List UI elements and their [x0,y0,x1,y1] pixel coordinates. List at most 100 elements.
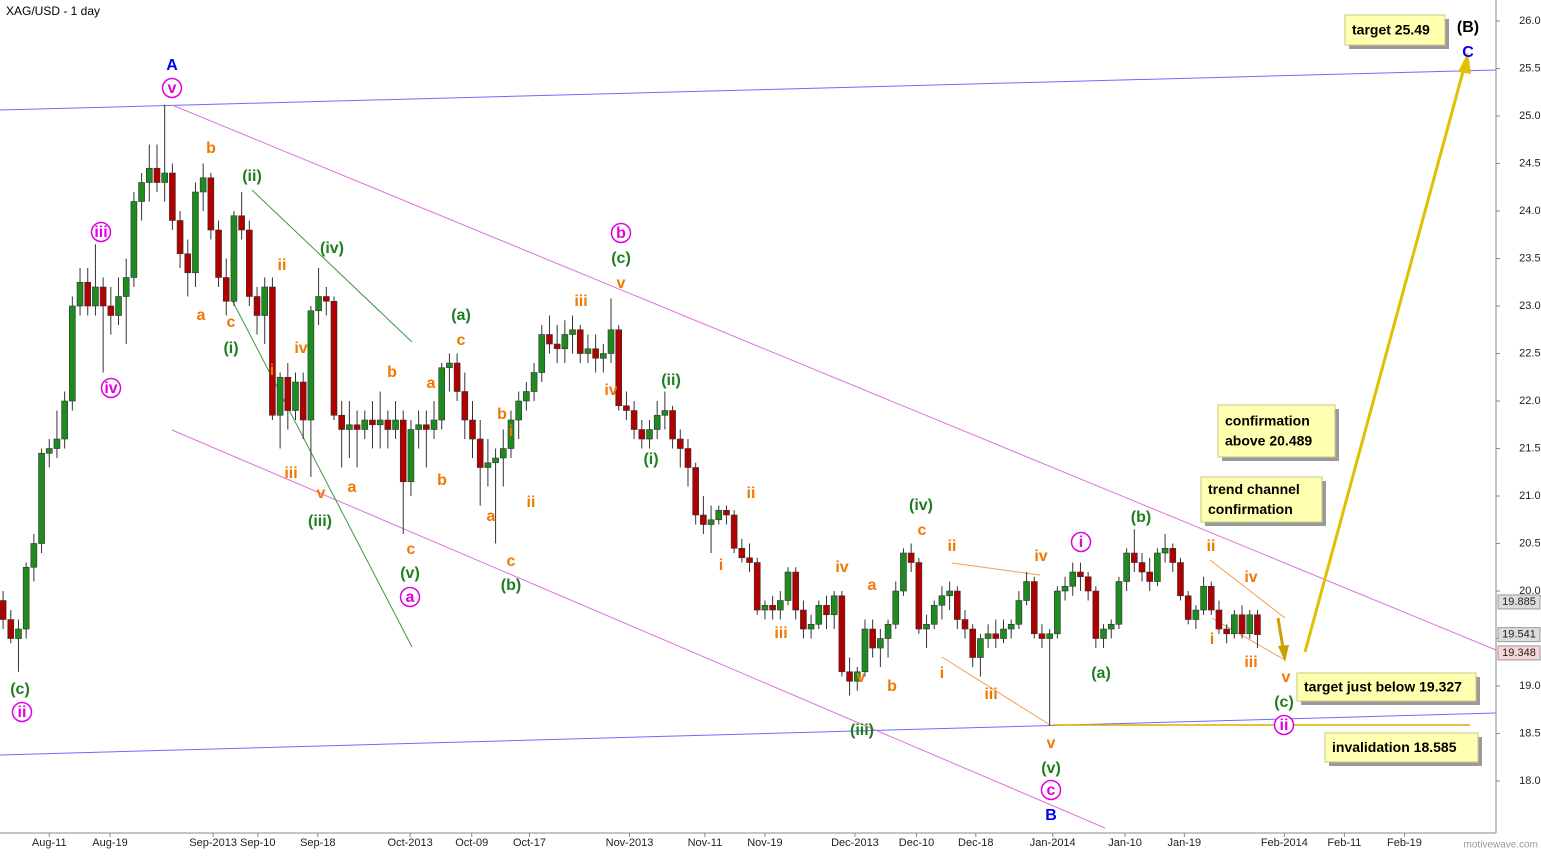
candle-body [1061,585,1069,592]
note-text: above 20.489 [1225,433,1312,449]
candle-body [499,448,507,459]
wave-circle [1040,779,1062,801]
y-tick-label: 23.000 [1519,300,1541,312]
candle-body [438,367,446,421]
candle-body [1169,547,1177,563]
candle-body [753,562,761,611]
candle-body [869,628,876,649]
wave-label: ii [278,257,287,274]
candle-body [653,414,661,430]
trend-line [941,656,1051,726]
candle-body [1200,585,1207,611]
candle-body [730,514,738,549]
wave-label: (iii) [308,513,332,530]
candle-body [38,452,45,544]
wave-circle [11,701,33,723]
candle-body [769,604,776,611]
candle-body [954,590,961,620]
wave-label: iii [774,625,787,642]
candle-body [892,590,900,625]
y-tick-label: 24.000 [1519,205,1541,217]
y-tick-label: 21.500 [1519,442,1541,454]
candle-body [661,410,669,416]
candle-body [184,253,192,274]
note-box [1324,732,1479,763]
projection-arrow [1303,67,1466,653]
candle-body [900,552,907,592]
wave-label: (iv) [320,240,344,257]
wave-label: iv [1244,569,1257,586]
channel-line [171,104,1497,651]
candle-body [1115,581,1123,625]
candle-body [1177,562,1184,597]
candle-body [1100,628,1107,639]
trend-line [251,189,413,343]
note-text: confirmation [1208,501,1293,517]
wave-label: ii [527,494,536,511]
x-tick-label: Dec-18 [958,837,993,849]
wave-label: (b) [1131,509,1151,526]
candle-body [1207,585,1215,611]
candle-body [684,448,692,468]
wave-label: (iii) [850,722,874,739]
wave-circle [100,377,122,399]
wave-label: (ii) [661,372,681,389]
candle-body [861,628,869,673]
candle-body [576,329,584,354]
wave-label: (v) [1041,760,1061,777]
candle-body [607,329,615,354]
wave-label: b [206,140,216,157]
trend-line [1211,617,1286,661]
candle-body [738,547,746,559]
candle-body [161,172,168,183]
candle-body [830,595,838,616]
candle-body [207,177,215,231]
x-tick-label: Feb-19 [1387,837,1422,849]
candle-body [69,305,76,402]
wave-label: i [270,362,274,379]
price-tag-label: 19.541 [1502,629,1536,641]
candle-body [853,671,861,682]
candle-body [153,167,161,183]
wave-label: a [406,589,415,606]
wave-label: c [227,314,236,331]
candle-body [692,467,699,516]
candle-body [977,638,984,658]
candle-body [276,376,284,416]
candle-body [592,348,599,359]
price-tag [1497,594,1541,610]
candle-body [76,281,84,307]
candle-body [792,571,800,611]
wave-label: i [719,557,723,574]
candle-body [807,623,815,630]
candle-body [700,514,707,525]
candle-body [515,400,522,421]
candle-body [92,286,99,307]
wave-label: B [1045,807,1057,824]
candle-body [1184,595,1192,620]
candle-body [469,419,476,440]
candle-body [169,172,176,221]
x-tick-label: Feb-11 [1327,837,1361,849]
wave-label: (b) [501,577,521,594]
wave-label: v [168,80,177,97]
candle-body [553,343,561,350]
y-tick-label: 20.000 [1519,585,1541,597]
candle-body [746,557,753,563]
candle-body [761,604,769,611]
wave-label: (i) [643,451,658,468]
candle-body [253,296,261,316]
candle-body [1146,571,1154,582]
candle-body [307,310,315,421]
wave-label: ii [1280,717,1289,734]
note-text: target just below 19.327 [1304,679,1462,695]
candle-body [915,562,923,630]
candle-body [600,353,607,359]
candle-body [846,671,853,682]
y-tick-label: 24.500 [1519,157,1541,169]
candle-body [569,329,576,335]
candle-body [615,329,623,407]
note-box [1344,14,1446,46]
chart-title: XAG/USD - 1 day [6,4,100,18]
candle-body [322,296,330,302]
